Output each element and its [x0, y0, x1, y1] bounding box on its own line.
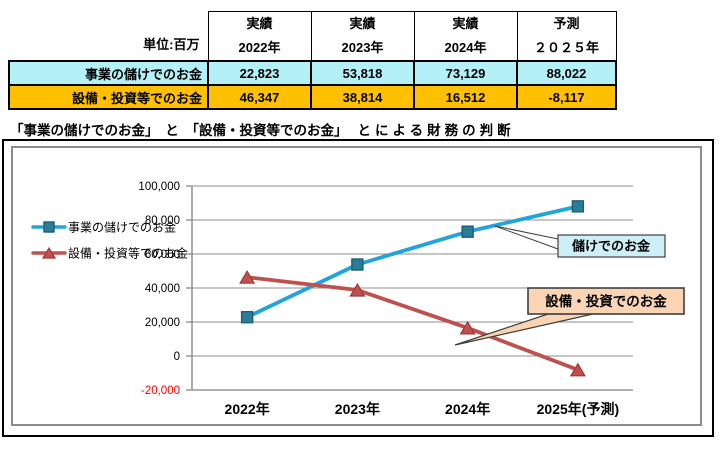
column-year: 2024年	[444, 40, 487, 55]
cell-profit-2024: 73,129	[413, 60, 518, 86]
table-row-investment: 設備・投資等でのお金 46,347 38,814 16,512 -8,117	[8, 84, 617, 110]
column-status: 実績	[349, 16, 376, 31]
column-status: 実績	[246, 16, 273, 31]
cell-investment-2023: 38,814	[310, 84, 415, 110]
column-header-2023: 実績 2023年	[310, 11, 415, 62]
cell-investment-2025-negative: -8,117	[516, 84, 617, 110]
report-title: 「事業の儲けでのお金」 と 「設備・投資等でのお金」 とによる財務の判断	[10, 119, 515, 139]
column-header-2025: 予測 ２０２５年	[516, 11, 617, 62]
table-row-profit: 事業の儲けでのお金 22,823 53,818 73,129 88,022	[8, 60, 617, 86]
cell-investment-2024: 16,512	[413, 84, 518, 110]
column-status: 実績	[452, 16, 479, 31]
row-label-investment: 設備・投資等でのお金	[8, 84, 209, 110]
column-status: 予測	[553, 16, 580, 31]
column-header-2022: 実績 2022年	[207, 11, 312, 62]
table-header-row: 単位:百万 実績 2022年 実績 2023年 実績 2024年 予測 ２０２５…	[9, 11, 617, 62]
cash-flow-table: 単位:百万 実績 2022年 実績 2023年 実績 2024年 予測 ２０２５…	[8, 11, 617, 110]
chart-inner-border	[11, 146, 702, 426]
report-title-tail: とによる財務の判断	[357, 123, 515, 138]
column-year: 2022年	[238, 40, 281, 55]
cell-profit-2023: 53,818	[310, 60, 415, 86]
column-year: 2023年	[341, 40, 384, 55]
column-header-2024: 実績 2024年	[413, 11, 518, 62]
cell-profit-2022: 22,823	[207, 60, 312, 86]
cell-investment-2022: 46,347	[207, 84, 312, 110]
chart-frame	[2, 139, 714, 437]
column-year: ２０２５年	[533, 40, 599, 55]
report-title-main: 「事業の儲けでのお金」 と 「設備・投資等でのお金」	[10, 123, 348, 138]
cell-profit-2025: 88,022	[516, 60, 617, 86]
unit-label: 単位:百万	[143, 37, 200, 52]
row-label-profit: 事業の儲けでのお金	[8, 60, 209, 86]
